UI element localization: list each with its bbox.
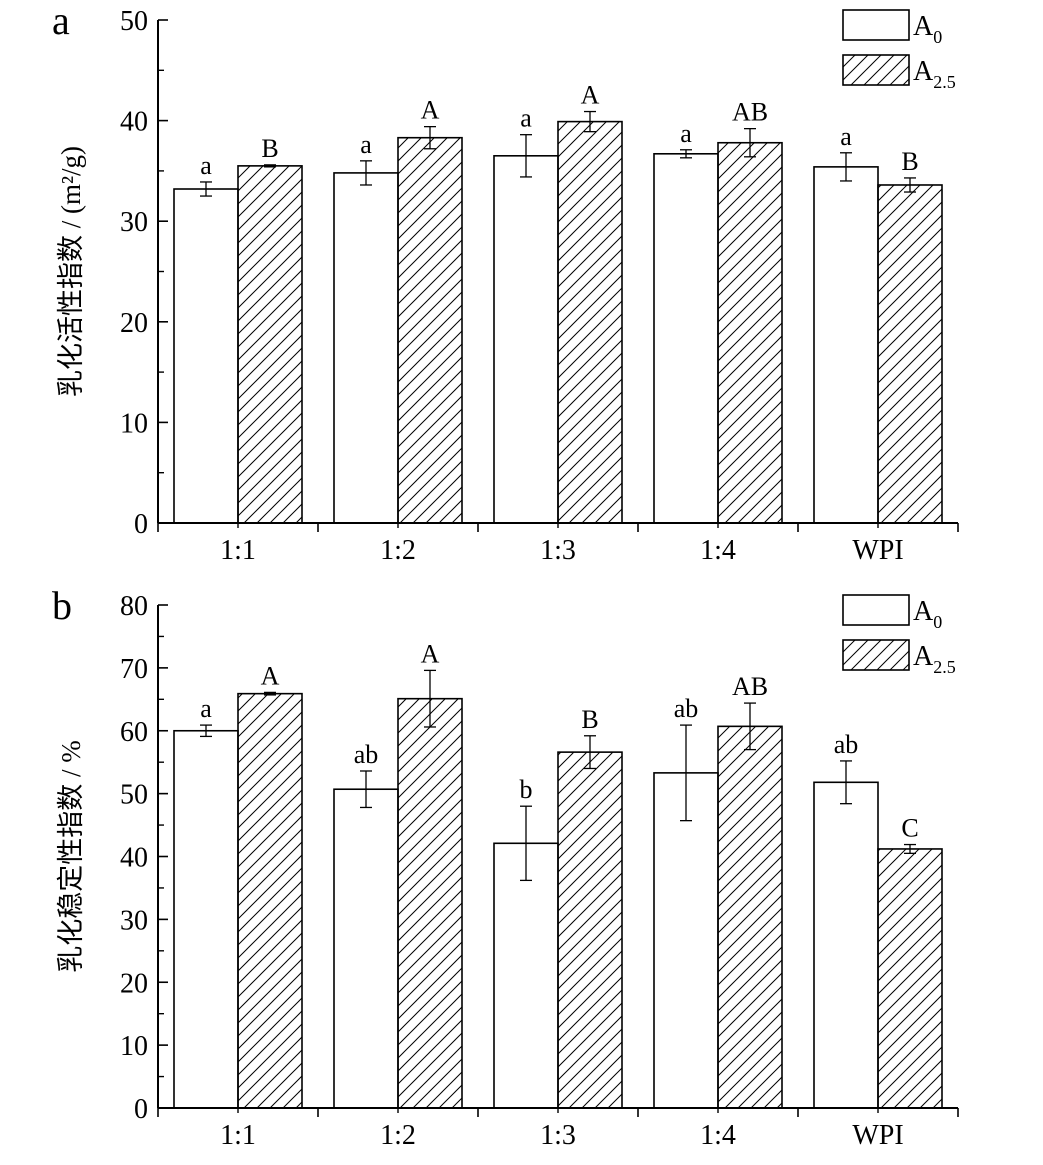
x-tick-label: 1:2: [380, 1120, 416, 1151]
significance-letter: b: [520, 775, 533, 804]
significance-letter: AB: [732, 672, 768, 701]
legend-swatch-A0: [842, 594, 910, 626]
significance-letter: a: [840, 122, 852, 151]
bar-A0-1:1: [173, 729, 239, 1109]
bar-A2.5-WPI: [877, 848, 943, 1109]
legend-label-A2.5: A2.5: [913, 56, 956, 92]
bar-A0-WPI: [813, 166, 879, 524]
legend-label-A2.5: A2.5: [913, 641, 956, 677]
bar-A2.5-1:4: [717, 141, 783, 524]
y-tick-label: 80: [120, 591, 148, 622]
significance-letter: a: [680, 119, 692, 148]
bar-A0-1:4: [653, 152, 719, 524]
y-tick-label: 10: [120, 408, 148, 439]
bar-A2.5-1:1: [237, 165, 303, 524]
x-tick-label: 1:3: [540, 1120, 576, 1151]
bar-A2.5-WPI: [877, 184, 943, 524]
y-tick-label: 50: [120, 6, 148, 37]
significance-letter: C: [901, 814, 918, 843]
legend-label-A0: A0: [913, 11, 942, 47]
significance-letter: A: [261, 661, 280, 690]
significance-letter: B: [581, 705, 598, 734]
significance-letter: ab: [354, 740, 379, 769]
significance-letter: ab: [674, 694, 699, 723]
y-tick-label: 70: [120, 654, 148, 685]
bar-A0-1:1: [173, 188, 239, 524]
y-tick-label: 40: [120, 107, 148, 138]
bar-A0-1:3: [493, 842, 559, 1109]
y-tick-label: 0: [134, 1094, 148, 1125]
y-tick-label: 20: [120, 308, 148, 339]
y-tick-label: 50: [120, 780, 148, 811]
bar-A0-WPI: [813, 781, 879, 1109]
bar-A2.5-1:1: [237, 692, 303, 1109]
significance-letter: a: [200, 151, 212, 180]
bar-A0-1:3: [493, 155, 559, 524]
bar-A2.5-1:4: [717, 725, 783, 1109]
chart-panel-a: a a a a a B A A AB B 0 10 20 30 40 50 1:1 1:2 1:3 1:4 WPI 乳化活…: [52, 0, 959, 566]
y-axis-title: 乳化稳定性指数 / %: [56, 740, 86, 973]
significance-letter: B: [261, 134, 278, 163]
significance-letter: ab: [834, 730, 859, 759]
x-tick-label: 1:3: [540, 535, 576, 566]
significance-letter: a: [520, 104, 532, 133]
significance-letter: B: [901, 147, 918, 176]
y-tick-label: 0: [134, 509, 148, 540]
significance-letter: A: [421, 639, 440, 668]
legend-swatch-A2.5: [842, 639, 910, 671]
x-tick-label: 1:2: [380, 535, 416, 566]
y-tick-label: 40: [120, 843, 148, 874]
y-axis-title: 乳化活性指数 / (m²/g): [56, 146, 86, 397]
legend-swatch-A2.5: [842, 54, 910, 86]
x-tick-label: 1:4: [700, 535, 736, 566]
significance-letter: A: [421, 96, 440, 125]
x-tick-label: 1:1: [220, 535, 256, 566]
significance-letter: AB: [732, 98, 768, 127]
bar-A2.5-1:3: [557, 120, 623, 524]
significance-letter: a: [200, 694, 212, 723]
bar-A0-1:2: [333, 788, 399, 1109]
panel-label: a: [52, 0, 70, 43]
y-tick-label: 30: [120, 207, 148, 238]
significance-letter: A: [581, 81, 600, 110]
x-tick-label: 1:1: [220, 1120, 256, 1151]
x-tick-label: 1:4: [700, 1120, 736, 1151]
y-tick-label: 10: [120, 1031, 148, 1062]
panel-label: b: [52, 583, 72, 628]
bar-A2.5-1:2: [397, 136, 463, 524]
bar-A0-1:4: [653, 772, 719, 1109]
x-tick-label: WPI: [852, 535, 903, 566]
y-tick-label: 30: [120, 905, 148, 936]
bar-A2.5-1:3: [557, 751, 623, 1109]
y-tick-label: 60: [120, 717, 148, 748]
significance-letter: a: [360, 130, 372, 159]
legend-label-A0: A0: [913, 596, 942, 632]
y-tick-label: 20: [120, 968, 148, 999]
x-tick-label: WPI: [852, 1120, 903, 1151]
legend-swatch-A0: [842, 9, 910, 41]
bar-A0-1:2: [333, 172, 399, 524]
bar-A2.5-1:2: [397, 697, 463, 1109]
